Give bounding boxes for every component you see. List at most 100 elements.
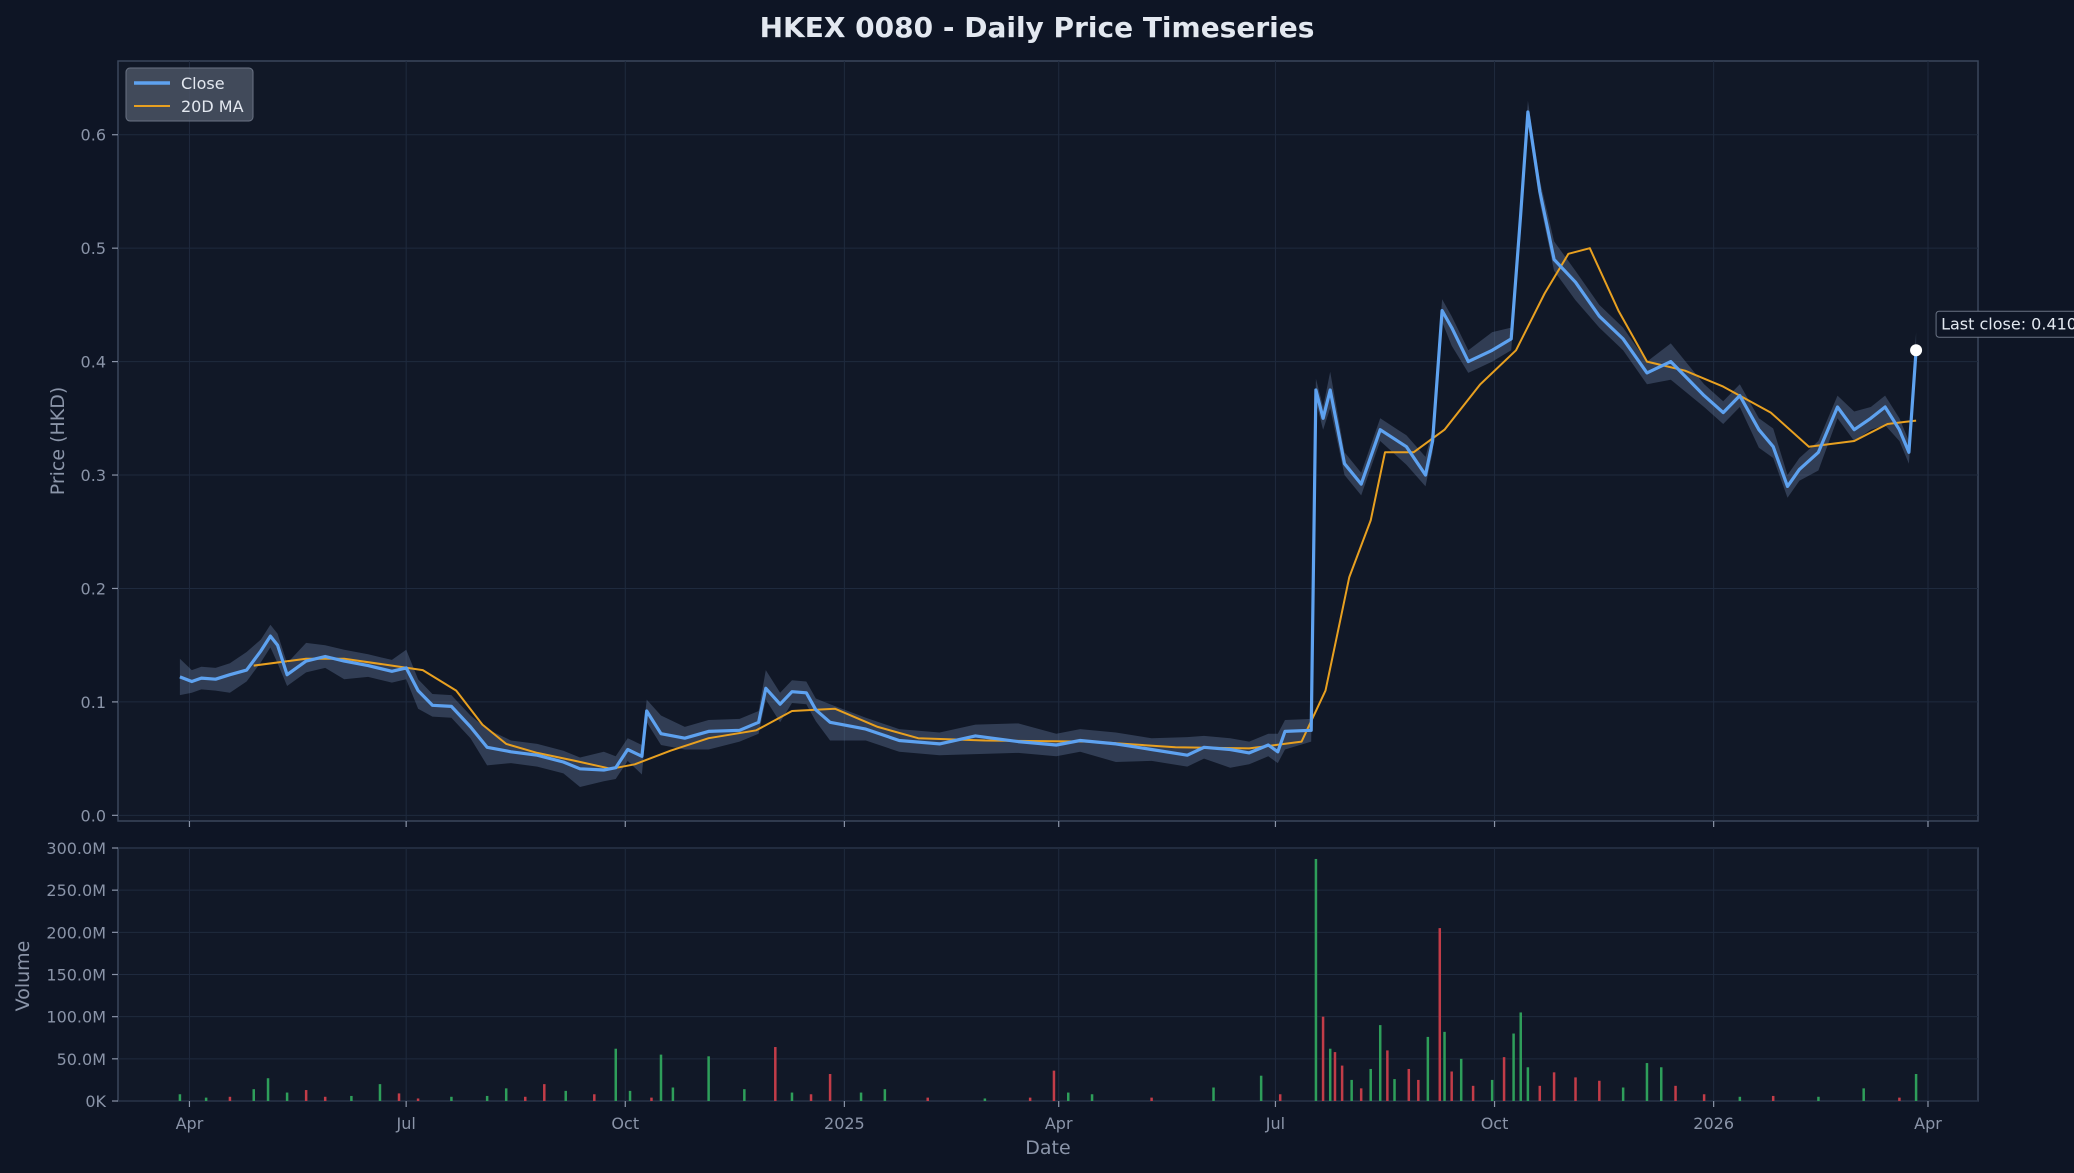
volume-tick-label: 150.0M	[46, 966, 106, 985]
volume-bar	[1450, 1071, 1453, 1101]
volume-bar	[1660, 1067, 1663, 1101]
volume-bar	[1771, 1095, 1775, 1101]
volume-tick-label: 50.0M	[57, 1050, 106, 1069]
volume-bar	[350, 1095, 353, 1101]
volume-bar	[1645, 1063, 1649, 1101]
price-tick-label: 0.5	[81, 239, 106, 258]
volume-bar	[1914, 1074, 1918, 1101]
volume-grid	[118, 847, 1978, 1102]
volume-bar	[204, 1097, 208, 1101]
volume-bar	[304, 1090, 308, 1101]
volume-bar	[1350, 1079, 1353, 1101]
volume-bar	[1471, 1085, 1475, 1101]
volume-bar	[1407, 1068, 1411, 1101]
volume-bar	[1386, 1050, 1389, 1101]
x-tick-label: Apr	[1045, 1114, 1073, 1133]
volume-bar	[1702, 1094, 1706, 1101]
volume-bar	[1459, 1058, 1463, 1101]
price-tick-label: 0.3	[81, 466, 106, 485]
volume-bar	[1552, 1072, 1556, 1101]
volume-bar	[983, 1098, 987, 1101]
volume-bar	[1393, 1079, 1396, 1101]
volume-bar	[593, 1094, 596, 1101]
volume-bar	[266, 1078, 270, 1101]
volume-bar	[1512, 1033, 1515, 1101]
volume-bar	[1674, 1085, 1677, 1101]
price-tick-label: 0.0	[81, 806, 106, 825]
volume-bar	[1378, 1025, 1382, 1101]
volume-bar	[1426, 1036, 1430, 1101]
volume-bars	[178, 858, 1918, 1101]
volume-bar	[1443, 1031, 1446, 1101]
volume-bar	[1090, 1094, 1094, 1101]
annotation-text: Last close: 0.410	[1941, 314, 2074, 333]
volume-bar	[1598, 1080, 1601, 1101]
volume-panel: 0K 50.0M 100.0M 150.0M 200.0M 250.0M 300.0M Ap…	[12, 839, 1979, 1159]
x-tick-label: 2026	[1693, 1114, 1734, 1133]
x-axis-label: Date	[1025, 1137, 1070, 1159]
volume-x-ticks: Apr Jul Oct 2025 Apr Jul Oct 2026 Apr	[176, 1101, 1942, 1133]
x-tick-label: Oct	[1481, 1114, 1509, 1133]
volume-bar	[285, 1092, 289, 1101]
price-tick-label: 0.4	[81, 353, 106, 372]
series-line-close	[179, 110, 1918, 772]
x-tick-label: Apr	[1914, 1114, 1942, 1133]
price-grid	[118, 61, 1978, 821]
volume-bar	[1538, 1085, 1542, 1101]
price-plot-area	[117, 60, 1979, 822]
volume-axis-label: Volume	[12, 941, 34, 1012]
volume-bar	[883, 1089, 887, 1101]
volume-bar	[707, 1056, 710, 1101]
volume-tick-label: 250.0M	[46, 881, 106, 900]
last-close-marker	[1910, 344, 1923, 357]
last-close-annotation: Last close: 0.410	[1935, 310, 2074, 338]
volume-tick-label: 200.0M	[46, 923, 106, 942]
volume-bar	[1333, 1052, 1337, 1101]
volume-bar	[671, 1087, 675, 1101]
volume-bar	[1417, 1079, 1420, 1101]
volume-bar	[504, 1088, 508, 1101]
x-tick-label: Jul	[1265, 1114, 1285, 1133]
volume-bar	[397, 1093, 401, 1101]
volume-bar	[1052, 1070, 1056, 1101]
volume-bar	[1369, 1068, 1372, 1101]
volume-bar	[323, 1096, 327, 1101]
price-tick-label: 0.6	[81, 126, 106, 145]
x-tick-label: 2025	[824, 1114, 865, 1133]
volume-bar	[614, 1048, 617, 1101]
volume-bar	[1526, 1067, 1530, 1101]
volume-bar	[485, 1095, 489, 1101]
volume-bar	[774, 1047, 777, 1101]
volume-bar	[1359, 1088, 1363, 1101]
volume-bar	[650, 1097, 653, 1101]
volume-bar	[1150, 1097, 1153, 1101]
volume-tick-label: 300.0M	[46, 839, 106, 858]
x-tick-label: Apr	[176, 1114, 204, 1133]
volume-bar	[859, 1092, 863, 1101]
annotation-box	[1935, 310, 2074, 338]
volume-bar	[1621, 1087, 1625, 1101]
volume-bar	[1738, 1096, 1742, 1101]
volume-bar	[378, 1084, 382, 1101]
volume-bar	[1340, 1065, 1344, 1101]
volume-bar	[228, 1096, 232, 1101]
volume-bar	[1328, 1048, 1332, 1101]
volume-bar	[564, 1090, 567, 1101]
volume-y-ticks: 0K 50.0M 100.0M 150.0M 200.0M 250.0M 300.0M	[46, 839, 118, 1111]
volume-bar	[1212, 1087, 1215, 1101]
volume-bar	[450, 1096, 453, 1101]
volume-bar	[1574, 1077, 1577, 1101]
volume-bar	[543, 1084, 546, 1101]
volume-bar	[1817, 1096, 1820, 1101]
volume-tick-label: 0K	[85, 1092, 106, 1111]
price-y-ticks: 0.0 0.1 0.2 0.3 0.4 0.5 0.6	[81, 126, 118, 825]
volume-bar	[1314, 858, 1318, 1101]
volume-bar	[1490, 1079, 1494, 1101]
volume-bar	[828, 1074, 832, 1101]
volume-bar	[790, 1092, 794, 1101]
x-tick-label: Jul	[396, 1114, 416, 1133]
volume-bar	[1259, 1075, 1263, 1101]
volume-bar	[523, 1096, 527, 1101]
volume-bar	[252, 1089, 255, 1101]
volume-bar	[926, 1097, 929, 1101]
